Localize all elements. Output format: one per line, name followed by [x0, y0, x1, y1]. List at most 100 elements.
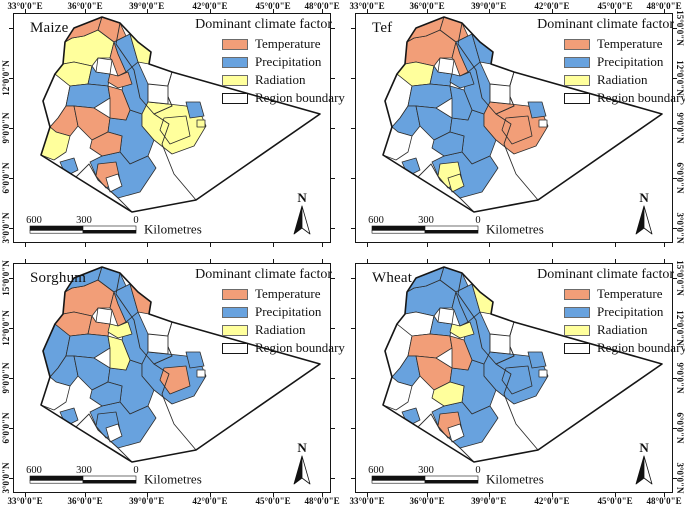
legend-item-label: Radiation [597, 72, 648, 87]
axis-tick [673, 428, 677, 430]
axis-tick [25, 243, 27, 247]
region-z16b [431, 131, 465, 157]
legend-swatch-B [222, 92, 248, 104]
legend-swatch-B [564, 342, 590, 354]
axis-tick [615, 243, 617, 247]
legend-item-region-boundary: Region boundary [192, 91, 345, 105]
legend-item-label: Precipitation [255, 304, 322, 319]
region-z20 [447, 423, 465, 443]
country-outline [382, 16, 663, 213]
scale-bar-label: 600 [26, 465, 42, 476]
region-boundary-south [417, 163, 475, 212]
lat-tick-label: 3°0'0"N [675, 462, 685, 494]
lat-tick-label: 3°0'0"N [1, 212, 11, 244]
legend-item-precipitation: Precipitation [192, 305, 332, 319]
axis-tick [273, 9, 275, 13]
axis-tick [367, 493, 369, 497]
north-arrow-right-half [301, 455, 311, 485]
legend-item-temperature: Temperature [534, 287, 674, 301]
legend-item-label: Temperature [597, 36, 663, 51]
north-arrow-left-half [635, 455, 645, 485]
axis-tick [331, 178, 335, 180]
lat-tick-label: 6°0'0"N [675, 162, 685, 194]
axis-tick [85, 243, 87, 247]
lon-tick-label: 33°0'0"E [349, 496, 385, 506]
legend: Dominant climate factor Temperature Precip… [534, 267, 685, 355]
north-arrow-right-half [301, 205, 311, 235]
north-arrow-right-half [643, 455, 653, 485]
scale-bar: 600 300 0 Kilometres [368, 465, 544, 487]
lon-tick-label: 33°0'0"E [7, 1, 43, 11]
lon-tick-label: 39°0'0"E [129, 496, 165, 506]
axis-tick [488, 493, 490, 497]
legend-item-precipitation: Precipitation [534, 55, 674, 69]
legend-item-label: Radiation [597, 322, 648, 337]
axis-tick [551, 493, 553, 497]
country-outline [382, 266, 663, 463]
region-z5b [437, 57, 455, 75]
legend-item-label: Temperature [255, 36, 321, 51]
axis-tick [551, 259, 553, 263]
map-maize: 600 300 0 Kilometres N [13, 13, 331, 243]
lon-tick-label: 39°0'0"E [471, 1, 507, 11]
legend-swatch-R [222, 324, 248, 336]
axis-tick [351, 128, 355, 129]
panel-sorghum: 600 300 0 Kilometres N Sorghum Dominant climat… [0, 256, 345, 512]
region-z13 [185, 351, 205, 369]
legend-swatch-T [564, 288, 590, 300]
axis-tick [331, 428, 335, 430]
lat-tick-label: 6°0'0"N [675, 412, 685, 444]
axis-tick [673, 378, 677, 379]
legend-swatch-P [222, 56, 248, 68]
legend-swatch-T [564, 38, 590, 50]
axis-tick [85, 9, 87, 13]
region-boundary-box [147, 83, 169, 105]
legend-swatch-R [564, 74, 590, 86]
axis-tick [209, 259, 211, 263]
axis-tick [351, 327, 355, 329]
region-boundary-south [75, 413, 133, 462]
axis-tick [322, 259, 324, 263]
axis-tick [9, 277, 13, 279]
legend-swatch-B [564, 92, 590, 104]
region-z5b [95, 307, 113, 325]
north-arrow-label: N [639, 190, 649, 205]
region-z20 [105, 173, 123, 193]
legend-item-precipitation: Precipitation [534, 305, 674, 319]
scale-bar-unit: Kilometres [144, 222, 202, 237]
legend-swatch-P [564, 56, 590, 68]
panel-title-maize: Maize [30, 20, 69, 36]
axis-tick [427, 9, 429, 13]
legend-swatch-T [222, 288, 248, 300]
region-boundary-south [417, 413, 475, 462]
axis-tick [331, 27, 335, 29]
region-z6b [449, 71, 475, 89]
region-z13b [538, 119, 548, 128]
lon-tick-label: 42°0'0"E [192, 496, 228, 506]
scale-bar-label: 300 [76, 215, 92, 226]
lon-tick-label: 45°0'0"E [597, 496, 633, 506]
lon-tick-label: 36°0'0"E [67, 1, 103, 11]
region-boundary-box [147, 333, 169, 355]
region-z13 [527, 351, 547, 369]
lon-tick-label: 39°0'0"E [471, 496, 507, 506]
axis-tick [273, 243, 275, 247]
axis-tick [367, 243, 369, 247]
legend-item-label: Precipitation [597, 54, 664, 69]
legend-item-region-boundary: Region boundary [534, 341, 685, 355]
axis-tick [146, 259, 148, 263]
region-z16b [89, 381, 123, 407]
legend-item-radiation: Radiation [534, 323, 674, 337]
axis-tick [331, 327, 335, 329]
lat-tick-label: 12°0'0"N [1, 60, 11, 96]
lat-tick-label: 12°0'0"N [675, 60, 685, 96]
region-z20 [447, 173, 465, 193]
scale-bar-unit: Kilometres [486, 222, 544, 237]
region-z6b [107, 321, 133, 339]
axis-tick [673, 277, 677, 279]
legend-swatch-T [222, 38, 248, 50]
axis-tick [427, 243, 429, 247]
axis-tick [9, 128, 13, 129]
axis-tick [673, 228, 677, 230]
